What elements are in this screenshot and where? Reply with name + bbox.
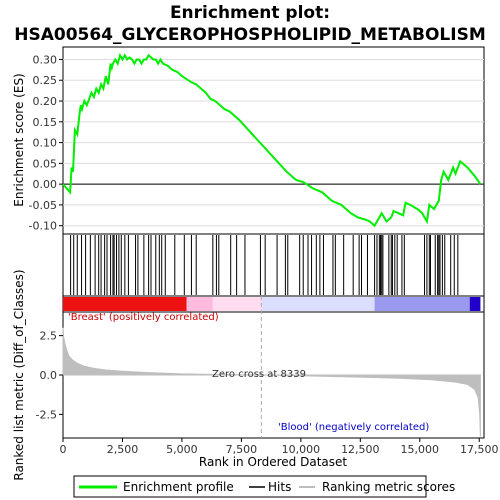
negative-correlation-label: 'Blood' (negatively correlated) [278,422,429,433]
ranking-metric-area [62,327,481,437]
metric-x-axis-title: Rank in Ordered Dataset [199,455,347,469]
metric-x-tick-label: 12,500 [341,443,380,456]
legend-label-enrichment: Enrichment profile [123,480,234,494]
metric-x-tick-label: 10,000 [282,443,321,456]
metric-x-tick-label: 0 [60,443,67,456]
metric-y-axis-title: Ranked list metric (Diff_of_Classes) [12,269,26,480]
metric-x-tick-label: 15,000 [401,443,440,456]
metric-panel: 'Breast' (positively correlated) Zero cr… [12,269,498,480]
legend: Enrichment profile Hits Ranking metric s… [73,475,455,498]
metric-y-tick-label: 0.0 [40,369,58,382]
enrichment-y-tick-label: -0.10 [29,220,57,233]
positive-correlation-label: 'Breast' (positively correlated) [68,312,219,323]
enrichment-y-axis-title: Enrichment score (ES) [12,73,26,206]
metric-y-ticks: -2.5 0.0 2.5 [36,330,63,421]
enrichment-y-tick-label: 0.05 [33,157,58,170]
enrichment-plot-frame [62,46,485,235]
enrichment-y-tick-label: 0.20 [33,95,58,108]
colorbar-segments [63,297,481,311]
hits-panel [62,233,485,297]
legend-label-hits: Hits [268,480,291,494]
enrichment-panel: -0.10 -0.05 0.00 0.05 0.10 0.15 0.20 0.25 0.30 E… [12,46,485,235]
hits-barcode [70,235,459,295]
enrichment-y-tick-label: 0.15 [33,116,58,129]
metric-y-tick-label: -2.5 [36,408,57,421]
metric-x-tick-label: 17,500 [460,443,499,456]
metric-x-tick-label: 2,500 [107,443,139,456]
metric-x-ticks: 0 2,500 5,000 7,500 10,000 12,500 15,000 17,500 [60,438,499,456]
hits-plot-frame [62,233,485,297]
colorbar-segment [212,297,262,311]
metric-y-tick-label: 2.5 [40,330,58,343]
enrichment-profile-line [62,52,482,228]
colorbar-segment [261,297,375,311]
zero-cross-label: Zero cross at 8339 [212,369,306,380]
colorbar-segment [374,297,470,311]
enrichment-y-tick-label: -0.05 [29,199,57,212]
chart-title-line2: HSA00564_GLYCEROPHOSPHOLIPID_METABOLISM [14,25,486,45]
chart-title-line1: Enrichment plot: [170,3,330,23]
metric-x-tick-label: 7,500 [226,443,258,456]
enrichment-y-tick-label: 0.25 [33,74,58,87]
enrichment-y-tick-label: 0.10 [33,137,58,150]
enrichment-y-ticks: -0.10 -0.05 0.00 0.05 0.10 0.15 0.20 0.25 0.30 [29,53,63,233]
colorbar-segment [469,297,481,311]
colorbar-segment [186,297,213,311]
metric-x-tick-label: 5,000 [166,443,198,456]
ranked-list-colorbar-panel [62,295,485,313]
legend-label-metric: Ranking metric scores [322,480,455,494]
colorbar-segment [63,297,187,311]
enrichment-y-tick-label: 0.30 [33,53,58,66]
enrichment-y-tick-label: 0.00 [33,178,58,191]
